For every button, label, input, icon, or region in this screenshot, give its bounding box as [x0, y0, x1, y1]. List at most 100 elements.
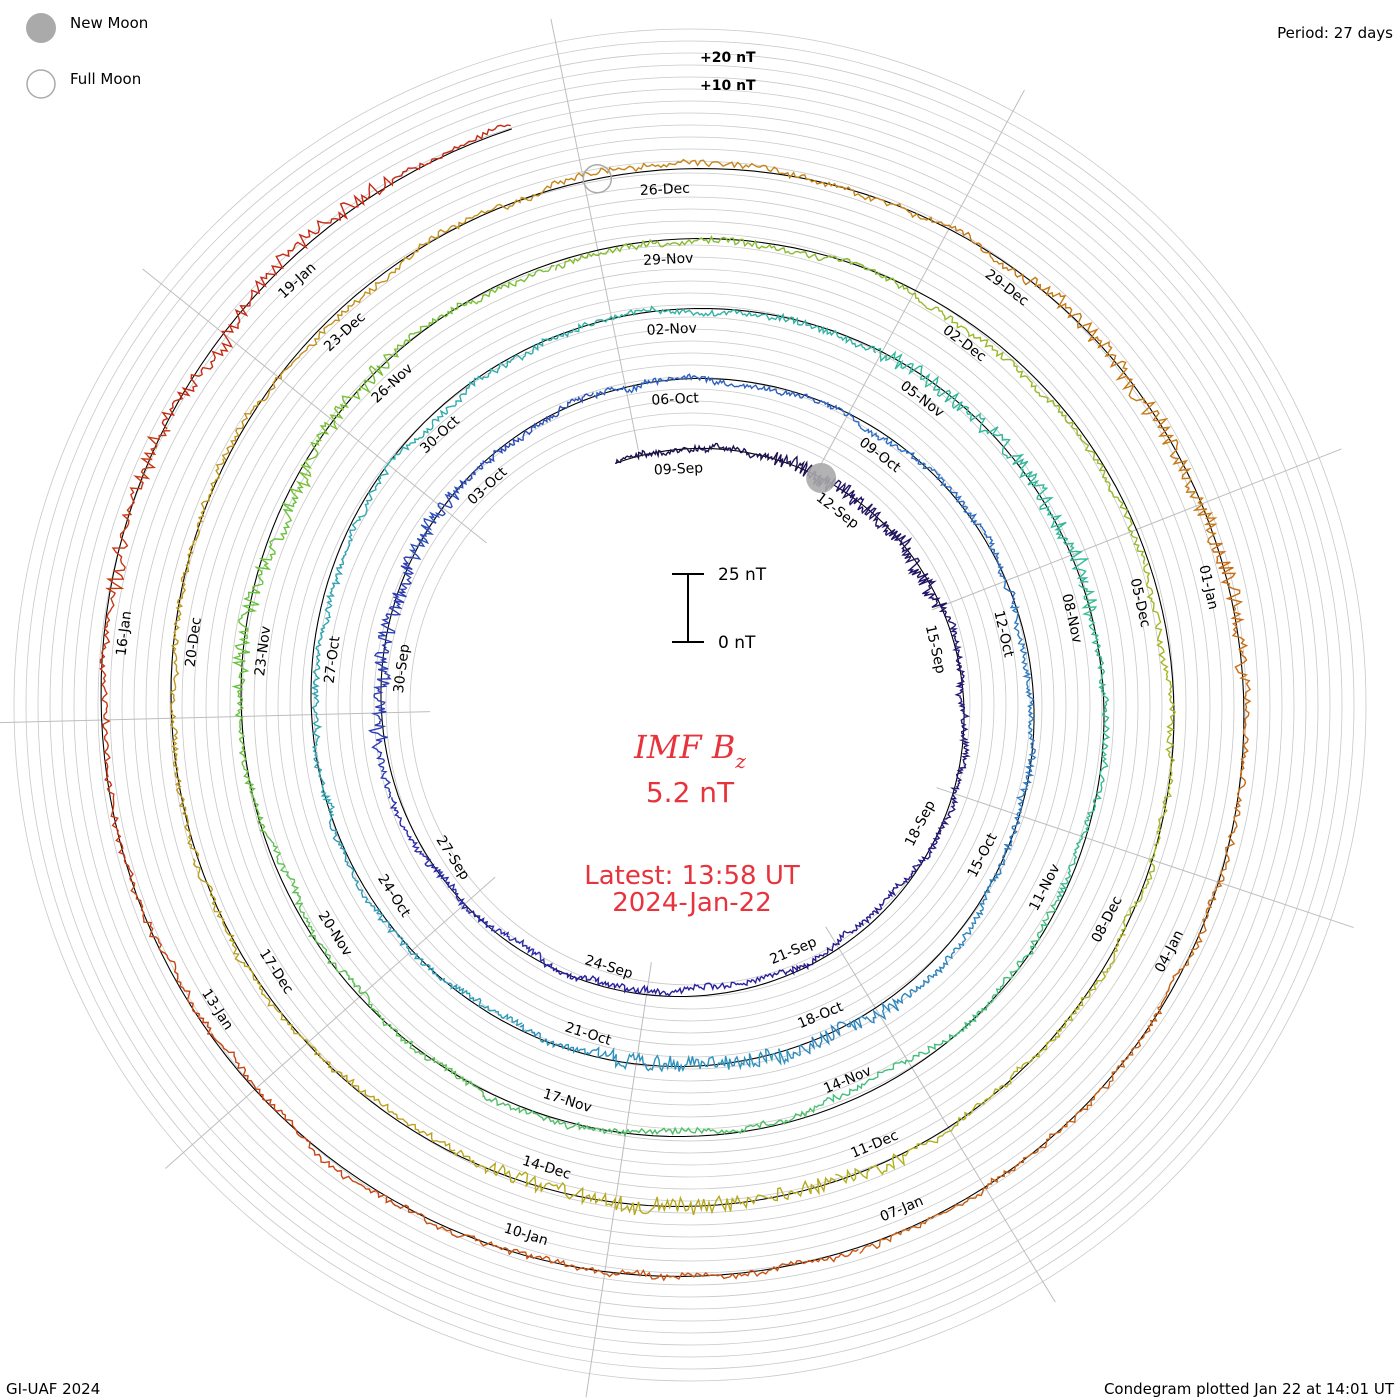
date-label: 21-Sep [768, 934, 820, 968]
bz-trace-segment [809, 469, 955, 625]
spoke-line [0, 711, 431, 724]
grid-ring [397, 412, 983, 998]
grid-ring [145, 160, 1235, 1250]
date-label: 12-Oct [990, 609, 1016, 659]
grid-ring [301, 316, 1079, 1094]
scale-top-label: 25 nT [718, 565, 767, 585]
date-label: 26-Dec [640, 181, 691, 199]
plotted-label: Condegram plotted Jan 22 at 14:01 UT [1104, 1380, 1395, 1398]
ref-label-plus10: +10 nT [700, 78, 756, 94]
bz-trace [99, 124, 1252, 1282]
grid-ring [217, 232, 1163, 1178]
bz-trace-segment [266, 835, 484, 1098]
spoke-line [813, 89, 1025, 477]
grid-ring [157, 172, 1223, 1238]
date-label: 07-Jan [878, 1193, 926, 1225]
period-label: Period: 27 days [1277, 24, 1393, 42]
full-moon-marker [582, 163, 613, 194]
imf-title-subscript: z [734, 749, 746, 773]
bz-trace-segment [1056, 584, 1111, 900]
grid-ring [229, 244, 1151, 1166]
date-label: 20-Nov [315, 908, 356, 959]
bz-trace-segment [231, 497, 299, 837]
grid-ring [313, 328, 1067, 1082]
ref-label-plus20: +20 nT [700, 50, 756, 66]
scale-bar [672, 573, 704, 643]
new-moon-marker [806, 462, 837, 493]
grid-ring [409, 424, 971, 986]
bz-trace-segment [351, 328, 575, 530]
spoke-line [142, 268, 487, 544]
date-label: 29-Dec [982, 267, 1031, 310]
spoke-line [825, 926, 1056, 1303]
bz-trace-segment [453, 1149, 838, 1216]
date-label: 05-Nov [897, 378, 947, 421]
bz-trace-segment [532, 158, 944, 226]
date-label: 06-Oct [651, 390, 700, 408]
grid-ring [373, 388, 1007, 1022]
bz-trace-segment [99, 429, 171, 879]
bz-trace-segment [615, 442, 813, 479]
bz-trace-segment [310, 528, 357, 816]
date-label: 08-Nov [1058, 592, 1085, 645]
bz-trace-segment [519, 1023, 799, 1073]
imf-title: IMF Bz [633, 728, 746, 773]
date-label: 02-Nov [646, 320, 697, 338]
grid-ring [97, 112, 1283, 1298]
grid-ring [277, 292, 1103, 1118]
grid-ring [13, 28, 1367, 1382]
date-label: 27-Oct [322, 635, 344, 685]
grid-ring [61, 76, 1319, 1334]
bz-trace-segment [593, 373, 845, 413]
grid-ring [289, 304, 1091, 1106]
date-label: 15-Sep [922, 624, 949, 676]
bz-trace-segment [1121, 562, 1176, 934]
spoke-lines [0, 18, 1354, 1398]
bz-trace-segment [328, 815, 523, 1027]
bz-trace-segment [772, 834, 941, 976]
date-label: 17-Nov [541, 1086, 594, 1116]
bz-trace-segment [859, 965, 1185, 1255]
grid-ring [385, 400, 995, 1010]
date-label: 30-Sep [391, 643, 413, 694]
bz-trace-segment [221, 196, 534, 461]
grid-ring [253, 268, 1127, 1142]
full-moon-label: Full Moon [70, 70, 141, 88]
date-labels: 09-Sep12-Sep15-Sep18-Sep21-Sep24-Sep27-S… [114, 181, 1221, 1250]
ring-grid [13, 28, 1367, 1382]
date-label: 05-Dec [1127, 577, 1154, 629]
bz-trace-segment [907, 291, 1146, 565]
bz-trace-segment [843, 412, 1016, 605]
bz-trace-segment [389, 797, 553, 969]
bz-trace-segment [877, 347, 1090, 583]
grid-ring [193, 208, 1187, 1202]
spoke-line [585, 962, 652, 1398]
grid-ring [325, 340, 1055, 1070]
grid-ring [109, 124, 1271, 1286]
grid-ring [133, 148, 1247, 1262]
bz-trace-segment [551, 967, 774, 997]
bz-trace-segment [935, 622, 971, 836]
bz-trace-segment [554, 234, 909, 292]
grid-ring [181, 196, 1199, 1214]
date-label: 29-Nov [643, 251, 694, 269]
date-label: 14-Nov [821, 1063, 873, 1097]
grid-ring [241, 256, 1139, 1154]
date-label: 10-Jan [502, 1221, 550, 1250]
date-label: 20-Dec [183, 616, 205, 668]
grid-ring [37, 52, 1343, 1358]
moon-markers [582, 163, 837, 493]
spoke-line [165, 876, 496, 1169]
latest-time: Latest: 13:58 UT [584, 861, 800, 891]
credit-label: GI-UAF 2024 [6, 1380, 100, 1398]
grid-ring [121, 136, 1259, 1274]
date-label: 02-Dec [940, 322, 989, 365]
grid-ring [73, 88, 1307, 1322]
bz-trace-segment [574, 305, 877, 354]
grid-ring [265, 280, 1115, 1130]
full-moon-icon [26, 69, 56, 99]
date-label: 15-Oct [965, 830, 1001, 880]
bz-trace-segment [998, 604, 1037, 869]
date-label: 04-Jan [1152, 928, 1187, 976]
